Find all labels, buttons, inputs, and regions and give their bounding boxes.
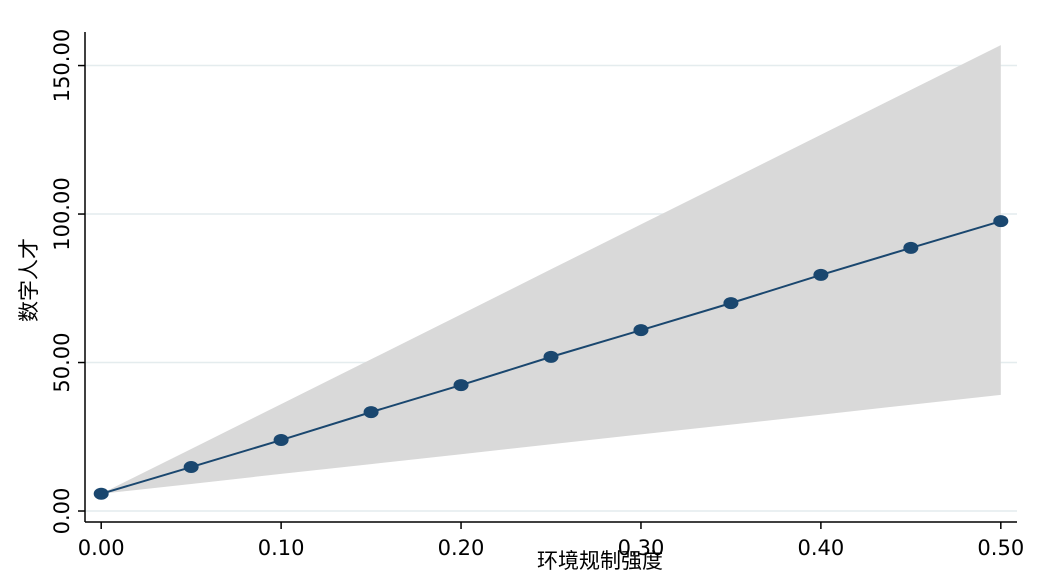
data-point [93,487,109,500]
x-tick-label: 0.00 [78,536,125,560]
y-tick-label: 100.00 [50,177,74,250]
x-tick-label: 0.40 [798,536,845,560]
data-point [813,268,829,281]
y-axis-label: 数字人才 [17,238,41,322]
y-tick-label: 0.00 [50,488,74,535]
data-point [183,461,199,474]
y-tick-label: 50.00 [50,332,74,392]
x-tick-label: 0.30 [618,536,665,560]
data-point [453,379,469,392]
y-tick-label: 150.00 [50,29,74,102]
data-point [273,434,289,447]
x-tick-label: 0.50 [977,536,1024,560]
data-point [993,215,1009,228]
data-point [543,350,559,363]
x-tick-label: 0.10 [258,536,305,560]
data-point [903,241,919,254]
x-axis-label: 环境规制强度 [537,549,663,570]
data-point [723,297,739,310]
x-tick-label: 0.20 [438,536,485,560]
data-point [363,406,379,419]
confidence-band [101,45,1001,494]
data-point [633,324,649,337]
